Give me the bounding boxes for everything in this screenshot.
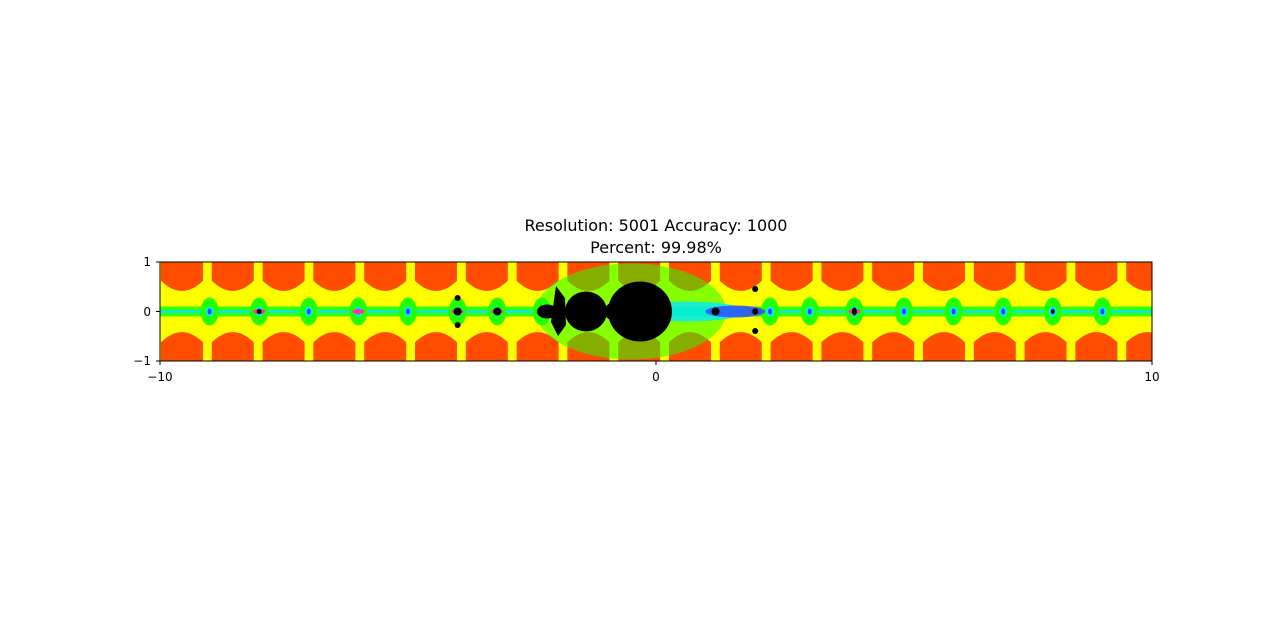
heatmap-accent	[352, 309, 365, 314]
heatmap-region-top	[1075, 262, 1118, 291]
heatmap-region-bottom	[211, 332, 254, 361]
heatmap-region-top	[872, 262, 915, 291]
heatmap-cluster-center	[768, 308, 773, 315]
y-tick-label: 1	[143, 255, 151, 269]
chart-title-line-1: Resolution: 5001 Accuracy: 1000	[524, 216, 788, 235]
x-tick-label: −10	[147, 370, 172, 384]
x-tick-label: 10	[1144, 370, 1159, 384]
heatmap-region-bottom	[770, 332, 813, 361]
heatmap-region-bottom	[973, 332, 1016, 361]
heatmap-region-bottom	[1126, 332, 1152, 361]
heatmap-cluster-center	[1001, 308, 1006, 315]
heatmap-region-top	[364, 262, 407, 291]
x-tick-label: 0	[652, 370, 660, 384]
y-tick-label: 0	[143, 305, 151, 319]
heatmap-region-bottom	[415, 332, 457, 361]
heatmap-region-bottom	[161, 332, 203, 361]
heatmap-region-top	[465, 262, 508, 291]
heatmap-region-top	[719, 262, 762, 291]
heatmap-interior-dot	[1050, 309, 1055, 314]
heatmap-region-bottom	[364, 332, 407, 361]
heatmap-region-bottom	[465, 332, 508, 361]
heatmap-region-top	[516, 262, 559, 291]
heatmap-region-bottom	[1075, 332, 1118, 361]
heatmap-glow-deep	[705, 305, 766, 318]
heatmap-region-bottom	[719, 332, 762, 361]
heatmap-region-top	[770, 262, 813, 291]
heatmap-region-bottom	[923, 332, 965, 361]
heatmap-region-top	[161, 262, 203, 291]
heatmap-interior-tendril	[551, 286, 566, 336]
heatmap-interior-dot	[752, 308, 759, 315]
heatmap-interior-cusp	[604, 301, 632, 322]
heatmap-region-top	[415, 262, 457, 291]
heatmap-region-top	[973, 262, 1016, 291]
heatmap-region-top	[821, 262, 864, 291]
heatmap-cluster-center	[1100, 308, 1105, 315]
heatmap-cluster-center	[406, 308, 410, 315]
heatmap-interior-dot	[752, 286, 759, 292]
heatmap-region-bottom	[313, 332, 356, 361]
heatmap-region-bottom	[516, 332, 559, 361]
heatmap-cluster-center	[807, 308, 812, 315]
heatmap-cluster-center	[207, 308, 212, 315]
heatmap-interior-dot	[711, 307, 720, 316]
heatmap-region-bottom	[821, 332, 864, 361]
heatmap-region-bottom	[872, 332, 915, 361]
heatmap-region-top	[1126, 262, 1152, 291]
heatmap-cluster-center	[951, 308, 956, 315]
heatmap-interior-dot	[256, 309, 262, 314]
heatmap-region-top	[211, 262, 254, 291]
heatmap-interior-dot	[454, 295, 461, 301]
heatmap-interior-dot	[453, 307, 462, 316]
y-tick-label: −1	[133, 354, 151, 368]
heatmap-interior-dot	[851, 307, 857, 316]
heatmap-interior-dot	[454, 322, 461, 328]
heatmap-interior-bulb	[565, 291, 607, 332]
heatmap-region-top	[1024, 262, 1067, 291]
heatmap-cluster-center	[306, 308, 311, 315]
heatmap-interior-dot	[493, 307, 502, 316]
chart-title-line-2: Percent: 99.98%	[590, 238, 722, 257]
heatmap-interior-main	[608, 281, 672, 342]
plot-area	[160, 262, 1152, 361]
heatmap-cluster-center	[902, 308, 906, 315]
heatmap-region-top	[923, 262, 965, 291]
heatmap-region-bottom	[262, 332, 305, 361]
heatmap-region-bottom	[1024, 332, 1067, 361]
heatmap-region-top	[262, 262, 305, 291]
heatmap-region-top	[313, 262, 356, 291]
heatmap-interior-dot	[752, 328, 759, 334]
